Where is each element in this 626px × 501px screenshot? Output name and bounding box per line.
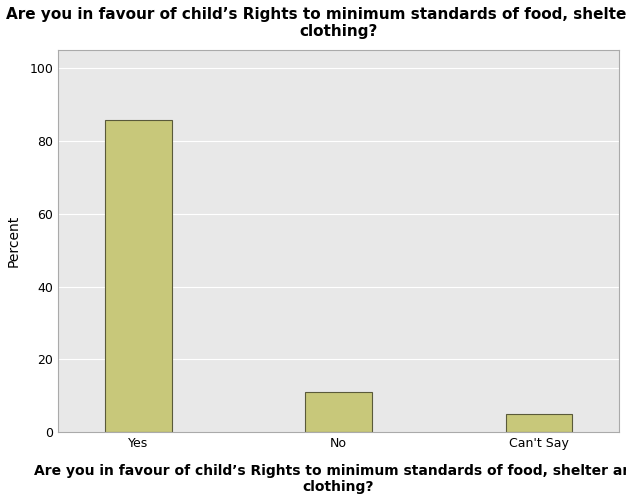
Y-axis label: Percent: Percent xyxy=(7,215,21,268)
Bar xyxy=(506,414,572,432)
Title: Are you in favour of child’s Rights to minimum standards of food, shelter and
cl: Are you in favour of child’s Rights to m… xyxy=(6,7,626,40)
Bar xyxy=(105,120,172,432)
X-axis label: Are you in favour of child’s Rights to minimum standards of food, shelter and
cl: Are you in favour of child’s Rights to m… xyxy=(34,464,626,494)
Bar xyxy=(305,392,372,432)
